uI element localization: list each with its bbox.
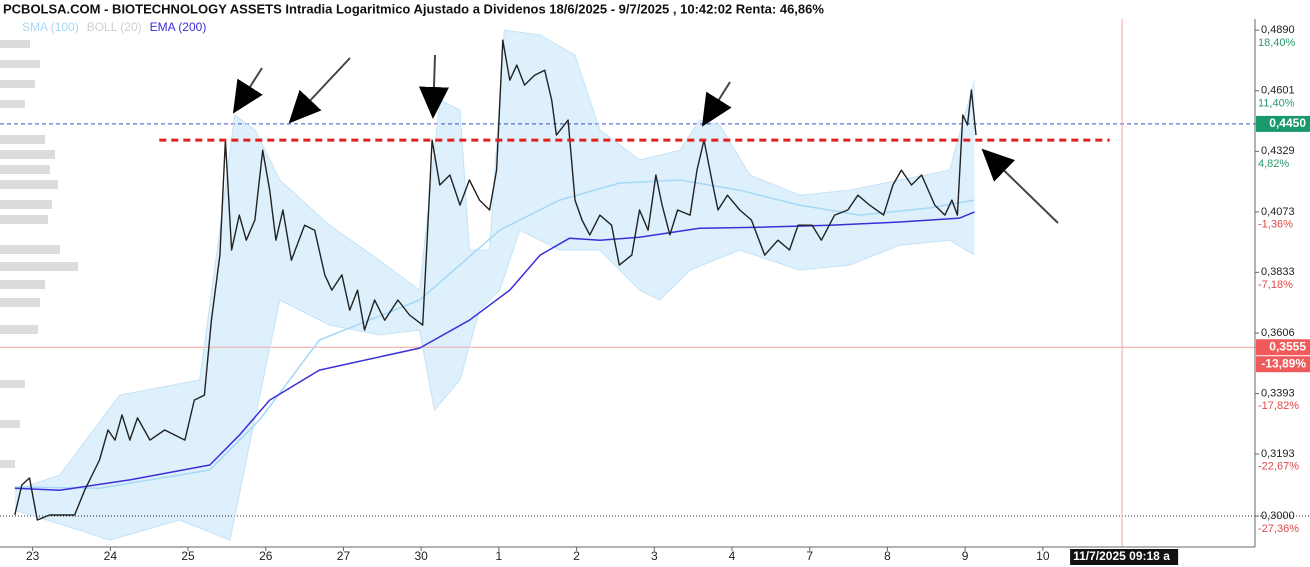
arrow [288,57,351,124]
y-tick-label: 0,4329 [1261,145,1295,157]
band-upper [14,29,975,491]
y2-tick-label: -22,67% [1258,461,1299,473]
legend-entry: EMA (200) [150,20,207,34]
level-percent-box [1256,356,1310,373]
x-tick-label: 26 [259,549,273,563]
y-tick-label: 0,4890 [1261,24,1295,36]
band-lower [14,229,975,541]
chart-title: PCBOLSA.COM - BIOTECHNOLOGY ASSETS Intra… [3,1,824,16]
x-tick-label: 10 [1036,549,1050,563]
volume-profile [0,40,78,468]
y-tick-label: 0,3606 [1261,327,1295,339]
level-label: 0,4450 [1269,116,1306,130]
cursor-label: 11/7/2025 09:18 a [1073,549,1170,563]
y2-tick-label: 11,40% [1258,98,1295,110]
x-tick-label: 23 [26,549,40,563]
arrow [701,81,732,127]
x-tick-label: 30 [415,549,429,563]
y2-tick-label: 18,40% [1258,37,1296,49]
y2-tick-label: -27,36% [1258,523,1299,535]
x-tick-label: 25 [181,549,195,563]
cursor-label-box [1070,549,1179,565]
level-label-box [1256,115,1310,132]
indicator-line [14,179,975,489]
arrow [981,148,1059,224]
plot-area [0,14,1310,547]
level-label-box [1256,339,1310,356]
y-tick-label: 0,3000 [1261,510,1295,522]
arrow [232,67,263,114]
y-tick-label: 0,4601 [1261,85,1295,97]
y-tick-label: 0,3193 [1261,448,1295,460]
level-percent-label: -13,89% [1261,356,1306,370]
y-tick-label: 0,3393 [1261,388,1295,400]
y2-tick-label: 4,82% [1258,158,1289,170]
x-tick-label: 1 [496,549,503,563]
price-line [14,39,977,521]
y-tick-label: 0,4073 [1261,206,1295,218]
indicator-line [14,211,975,491]
legend-entry: BOLL (20) [87,20,142,34]
level-label: 0,3555 [1269,339,1306,353]
x-tick-label: 8 [884,549,891,563]
annotation-arrows [232,54,1059,224]
x-tick-label: 27 [337,549,351,563]
y-tick-label: 0,3833 [1261,266,1295,278]
legend-entry: SMA (100) [22,20,79,34]
x-tick-label: 3 [651,549,658,563]
x-tick-label: 9 [962,549,969,563]
band-fill [14,30,975,541]
x-tick-label: 2 [573,549,580,563]
x-tick-label: 24 [104,549,118,563]
y2-tick-label: -1,36% [1258,219,1293,231]
x-tick-label: 4 [729,549,736,563]
arrow [418,54,449,119]
title-bar [0,0,1310,19]
y2-tick-label: -17,82% [1258,400,1299,412]
y2-tick-label: -7,18% [1258,279,1293,291]
x-tick-label: 7 [806,549,813,563]
